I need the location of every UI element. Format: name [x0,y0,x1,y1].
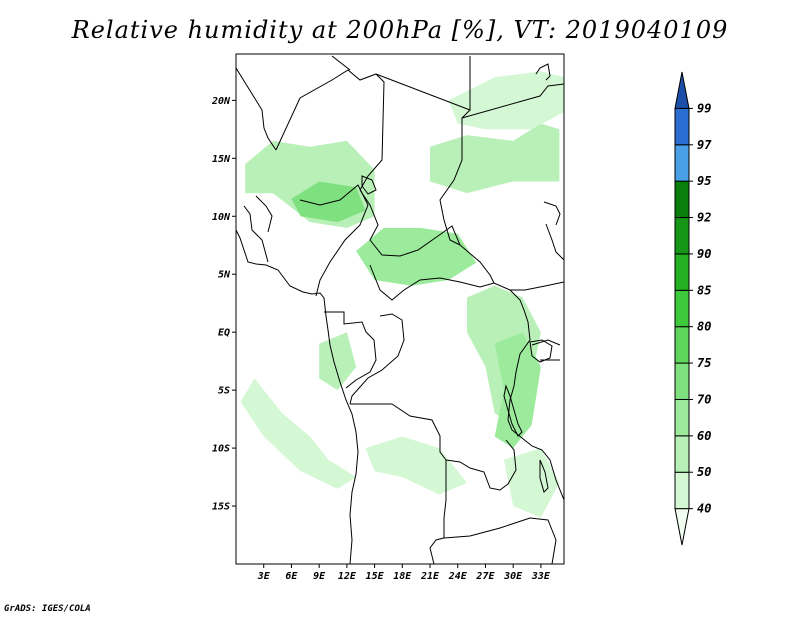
humidity-region-south-east [503,448,560,518]
border-zambia-drc [445,439,517,491]
chart-title: Relative humidity at 200hPa [%], VT: 201… [71,16,729,44]
lake-chad [361,175,377,195]
colorbar-label: 75 [697,356,711,370]
colorbar-segment [674,253,690,291]
lat-tick-label: 5N [218,270,231,281]
colorbar-label: 97 [697,138,712,152]
lon-tick-label: 6E [285,571,298,582]
lat-tick-label: 5S [218,386,230,397]
humidity-region-great-lakes [494,332,541,449]
lon-tick-label: 33E [531,571,551,582]
lat-tick-label: EQ [218,328,230,339]
humidity-region-sahel-core [291,181,366,223]
colorbar-label: 85 [697,283,711,297]
lake-malawi [539,459,549,493]
lake-tanganyika [503,384,523,437]
border-car-congo [369,264,564,301]
colorbar-label: 95 [697,174,711,188]
border-sahara-1 [236,67,277,151]
colorbar-segment [674,217,690,255]
lon-tick-label: 27E [475,571,495,582]
border-niger-chad [275,69,385,191]
lon-tick-label: 18E [393,571,412,582]
colorbar-segment [674,362,690,400]
lon-tick-label: 24E [448,571,468,582]
border-gabon-congo [324,311,377,389]
grads-credit: GrADS: IGES/COLA [4,604,91,614]
humidity-region-central-band [356,227,477,286]
colorbar-segment [674,326,690,364]
lat-tick-label: 15S [212,502,230,513]
colorbar-label: 70 [697,392,711,406]
colorbar-label: 60 [697,429,711,443]
colorbar-segment [674,144,690,182]
border-nigeria-cameroon [299,184,369,297]
border-uganda-kenya [531,339,561,361]
longitude-axis: 3E 6E 9E 12E 15E 18E 21E 24E 27E 30E 33E [257,564,551,582]
humidity-region-northeast-sudan [430,123,560,194]
lon-tick-label: 9E [313,571,326,582]
border-angola-north [350,403,447,461]
colorbar-segment [674,435,690,473]
humidity-fill-layer [240,71,564,518]
colorbar-segment [674,398,690,437]
lat-tick-label: 15N [212,154,231,165]
border-east-africa [507,289,564,501]
lat-tick-label: 10N [212,212,231,223]
lon-tick-label: 3E [257,571,271,582]
colorbar-label: 50 [697,465,711,479]
colorbar-label: 99 [697,101,711,115]
country-borders [236,55,564,564]
colorbar-segment [674,508,690,546]
border-south [443,517,557,564]
lon-tick-label: 21E [420,571,440,582]
colorbar-label: 80 [697,320,711,334]
colorbar-segment [674,107,690,146]
humidity-region-gabon-coast [319,332,357,391]
lat-tick-label: 10S [212,444,230,455]
border-angola-zambia [429,460,447,564]
border-ethiopia [543,201,564,261]
colorbar-label: 40 [697,502,711,516]
border-egypt-sudan [439,109,471,246]
colorbar-label: 92 [697,211,711,225]
colorbar-segment [674,289,690,328]
humidity-region-northeast-high [448,71,564,130]
coastline-west-africa [236,229,359,564]
border-libya [331,55,471,111]
lake-victoria [529,339,553,363]
humidity-region-angola-south [365,436,467,495]
colorbar-label: 90 [697,247,711,261]
border-drc-west [349,313,405,405]
coast-red-sea [535,63,551,81]
humidity-region-atlantic-arc [240,378,357,489]
map-frame [235,53,565,565]
colorbar-segment [674,71,690,109]
lon-tick-label: 15E [366,571,385,582]
lon-tick-label: 30E [503,571,523,582]
border-west-1 [243,195,273,263]
lon-tick-label: 12E [338,571,357,582]
border-nile-east [461,83,564,119]
colorbar-segment [674,180,690,219]
border-chad-car [359,189,495,284]
latitude-axis: 20N 15N 10N 5N EQ 5S 10S 15S [211,96,236,513]
colorbar-segment [674,471,690,510]
colorbar: 40 50 60 70 75 80 85 90 92 95 97 99 [674,71,712,546]
lat-tick-label: 20N [211,96,231,107]
